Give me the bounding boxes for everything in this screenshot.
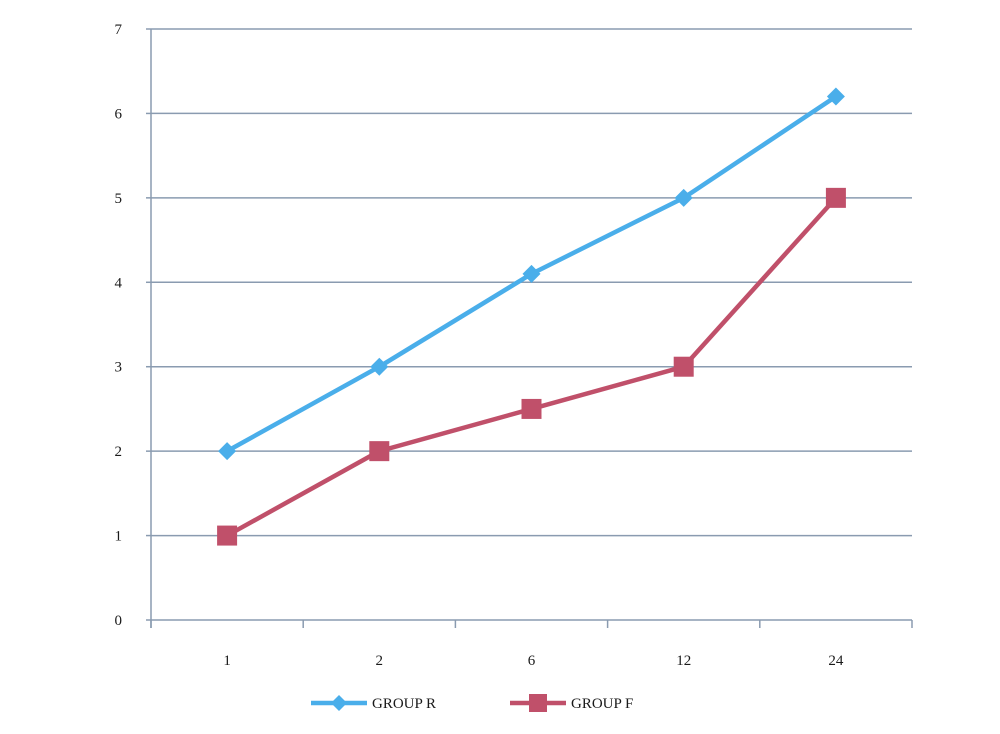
series-group-f bbox=[217, 187, 846, 546]
legend-marker bbox=[529, 694, 547, 712]
data-point-marker bbox=[826, 87, 845, 106]
data-point-marker bbox=[673, 356, 694, 377]
data-point-marker bbox=[369, 441, 390, 462]
legend-item: GROUP F bbox=[510, 694, 633, 712]
y-axis-tick-labels: 0 1 2 3 4 5 6 7 bbox=[115, 22, 123, 629]
y-tick-label: 1 bbox=[115, 529, 123, 545]
data-point-marker bbox=[825, 187, 846, 208]
data-point-marker bbox=[217, 525, 238, 546]
y-tick-label: 5 bbox=[115, 191, 123, 207]
gridlines bbox=[151, 28, 912, 537]
legend-label: GROUP F bbox=[571, 696, 633, 712]
data-point-marker bbox=[522, 264, 541, 283]
x-axis-tick-labels: 1 2 6 12 24 bbox=[223, 653, 844, 669]
y-tick-label: 0 bbox=[115, 613, 123, 629]
legend-marker bbox=[331, 695, 347, 711]
x-tick-label: 1 bbox=[223, 653, 231, 669]
x-tick-label: 6 bbox=[528, 653, 536, 669]
x-tick-label: 2 bbox=[376, 653, 384, 669]
series-group-r bbox=[218, 87, 845, 461]
legend: GROUP R GROUP F bbox=[311, 694, 633, 712]
x-tick-label: 24 bbox=[828, 653, 844, 669]
legend-item: GROUP R bbox=[311, 695, 436, 712]
x-tick-label: 12 bbox=[676, 653, 691, 669]
y-tick-label: 7 bbox=[115, 22, 123, 38]
legend-label: GROUP R bbox=[372, 696, 436, 712]
axes bbox=[146, 28, 913, 628]
y-tick-label: 6 bbox=[115, 106, 123, 122]
data-point-marker bbox=[370, 357, 389, 376]
data-point-marker bbox=[521, 398, 542, 419]
y-tick-label: 2 bbox=[115, 444, 123, 460]
data-point-marker bbox=[674, 188, 693, 207]
y-tick-label: 3 bbox=[115, 360, 123, 376]
series-lines bbox=[217, 87, 846, 546]
data-point-marker bbox=[218, 442, 237, 461]
y-tick-label: 4 bbox=[115, 275, 123, 291]
